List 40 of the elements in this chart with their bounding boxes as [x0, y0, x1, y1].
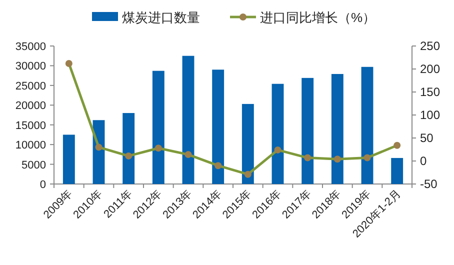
bar — [152, 70, 164, 184]
y2-tick-label: 150 — [420, 85, 440, 99]
y-tick-label: 5000 — [22, 159, 46, 172]
bar — [62, 134, 75, 184]
point — [244, 170, 252, 178]
point — [65, 60, 72, 67]
point — [214, 162, 222, 170]
legend-label: 煤炭进口数量 — [122, 10, 200, 25]
point — [184, 151, 192, 158]
y-tick-label: 10000 — [15, 140, 46, 152]
point — [125, 152, 132, 160]
y2-tick-label: 50 — [420, 131, 434, 145]
y2-tick-label: 250 — [420, 39, 440, 53]
bar — [302, 78, 314, 184]
y-tick-label: 0 — [40, 179, 46, 191]
y2-tick-label: 0 — [420, 154, 427, 168]
bar — [361, 66, 374, 184]
legend-label: 进口同比增长（%） — [260, 10, 376, 25]
point — [304, 154, 312, 162]
y-tick-label: 30000 — [15, 60, 46, 73]
y-tick-label: 15000 — [15, 120, 46, 132]
point — [364, 154, 371, 162]
y2-tick-label: 100 — [420, 108, 440, 122]
bar — [122, 113, 135, 184]
bar — [182, 56, 194, 184]
point — [274, 146, 282, 154]
point — [334, 156, 341, 163]
bar — [242, 104, 254, 184]
y-tick-label: 20000 — [15, 100, 46, 112]
bar — [391, 158, 404, 184]
point — [154, 144, 162, 152]
bar — [331, 74, 344, 184]
y2-tick-label: -50 — [420, 177, 438, 191]
y-tick-label: 35000 — [15, 41, 46, 53]
bar — [272, 84, 284, 184]
y-tick-label: 25000 — [15, 80, 46, 92]
point — [95, 144, 102, 151]
y2-tick-label: 200 — [420, 62, 440, 76]
bar — [212, 70, 224, 184]
point — [394, 142, 401, 149]
